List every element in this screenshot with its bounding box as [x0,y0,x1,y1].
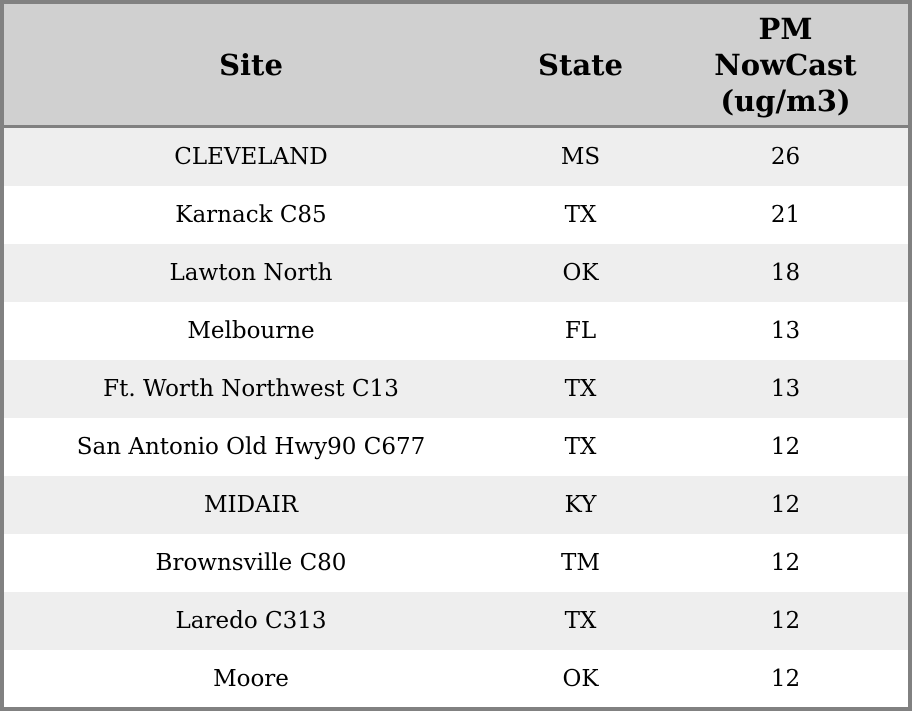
pm-cell: 18 [770,260,801,286]
state-cell: TX [564,202,597,228]
pm-cell: 12 [770,608,801,634]
pm-cell: 12 [770,434,801,460]
site-cell: CLEVELAND [174,144,328,170]
table-row: Lawton North OK 18 [4,244,908,302]
state-cell: OK [562,666,599,692]
site-cell: Melbourne [187,318,315,344]
pm-header-line-2: NowCast [714,47,857,82]
header-row: Site State PM NowCast (ug/m3) [4,4,908,128]
site-cell: San Antonio Old Hwy90 C677 [76,434,426,460]
state-cell: KY [564,492,597,518]
state-cell: TM [561,550,600,576]
pm-cell: 26 [770,144,801,170]
table-row: Moore OK 12 [4,650,908,707]
table-row: Laredo C313 TX 12 [4,592,908,650]
state-cell: TX [564,434,597,460]
site-cell: MIDAIR [203,492,299,518]
table-body: CLEVELAND MS 26 Karnack C85 TX 21 Lawton… [4,126,908,707]
col-header-state: State [498,4,663,128]
table-row: Brownsville C80 TM 12 [4,534,908,592]
site-cell: Brownsville C80 [155,550,347,576]
site-cell: Karnack C85 [175,202,327,228]
col-header-pm-nowcast: PM NowCast (ug/m3) [663,4,908,128]
data-table: Site State PM NowCast (ug/m3) CLEVELAND … [4,4,908,707]
pm-cell: 12 [770,492,801,518]
site-cell: Ft. Worth Northwest C13 [103,376,399,402]
site-cell: Lawton North [169,260,333,286]
state-cell: FL [564,318,597,344]
col-header-site: Site [4,4,498,128]
state-cell: MS [560,144,601,170]
table-row: San Antonio Old Hwy90 C677 TX 12 [4,418,908,476]
table-header: Site State PM NowCast (ug/m3) [4,4,908,128]
pm-cell: 13 [770,376,801,402]
site-cell: Laredo C313 [175,608,327,634]
table-row: MIDAIR KY 12 [4,476,908,534]
state-cell: TX [564,608,597,634]
site-cell: Moore [213,666,289,692]
pm-header-line-1: PM [758,11,813,46]
pm-cell: 12 [770,666,801,692]
table-row: CLEVELAND MS 26 [4,126,908,186]
pm-cell: 12 [770,550,801,576]
table-row: Melbourne FL 13 [4,302,908,360]
state-cell: TX [564,376,597,402]
state-cell: OK [562,260,599,286]
pm-header-line-3: (ug/m3) [720,83,851,118]
pm-cell: 21 [770,202,801,228]
table-row: Ft. Worth Northwest C13 TX 13 [4,360,908,418]
table-row: Karnack C85 TX 21 [4,186,908,244]
pm-cell: 13 [770,318,801,344]
